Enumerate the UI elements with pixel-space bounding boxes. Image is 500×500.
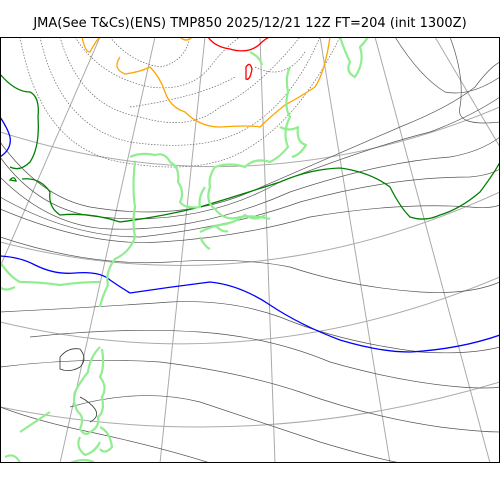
isotherm-line [0, 168, 500, 238]
isotherm-minus30c [207, 37, 271, 80]
isotherm-line [0, 96, 500, 220]
longitude-line [259, 37, 276, 463]
isotherm-line [74, 37, 241, 89]
isotherm-line [39, 37, 321, 146]
isotherm-minus18c [81, 37, 331, 128]
isotherm-0c-edge [0, 116, 11, 158]
coastline-mainland [0, 261, 101, 287]
coastline-north-bay [249, 51, 264, 66]
coastline-kurils [199, 213, 266, 233]
isotherm-line [129, 76, 236, 108]
graticule [0, 37, 500, 463]
coastline-kamchatka [207, 66, 292, 221]
isotherm-line [394, 37, 500, 94]
isotherm-line [59, 37, 301, 123]
island-shape [79, 396, 98, 423]
longitude-line [374, 37, 491, 463]
weather-map [0, 37, 500, 463]
isotherm-line [19, 37, 341, 168]
isotherm-minus6c-small [8, 177, 17, 182]
coastline-okhotsk-north [129, 152, 206, 209]
longitude-line [319, 37, 391, 463]
isotherm-line [69, 395, 401, 463]
coastline-lake [338, 37, 369, 79]
longitude-line [0, 37, 101, 268]
isotherms [0, 37, 500, 463]
latitude-line [0, 276, 500, 345]
isotherm-line [109, 37, 191, 68]
coastline-lower-island [72, 346, 106, 436]
coastline-hokkaido-arc [199, 224, 229, 251]
latitude-line [0, 106, 500, 168]
longitude-line [159, 37, 206, 463]
coastline-kamchatka-east [279, 125, 308, 159]
isotherm-line [0, 204, 500, 243]
isotherm-line [0, 236, 500, 293]
isotherm-0c [0, 255, 500, 353]
island-shape [59, 348, 85, 371]
isotherm-line [449, 37, 500, 124]
island-outline [59, 348, 98, 423]
isotherm-minus6c [0, 73, 500, 223]
chart-title: JMA(See T&Cs)(ENS) TMP850 2025/12/21 12Z… [33, 16, 467, 31]
map-frame [0, 37, 500, 463]
isotherm-line [0, 359, 500, 433]
isotherm-line [0, 136, 500, 230]
isotherms-dotted [19, 37, 341, 168]
isotherm-line [0, 301, 500, 354]
coastline-peninsula-top [0, 286, 16, 291]
isotherm-line [0, 406, 211, 463]
isotherm-line [0, 61, 500, 213]
coastline-lower-island-2 [77, 426, 114, 457]
coastline [0, 37, 369, 463]
isotherm-line [254, 51, 306, 73]
latitude-line [0, 381, 500, 428]
isotherm-line [29, 329, 500, 389]
coastline-sakhalin [98, 161, 137, 308]
